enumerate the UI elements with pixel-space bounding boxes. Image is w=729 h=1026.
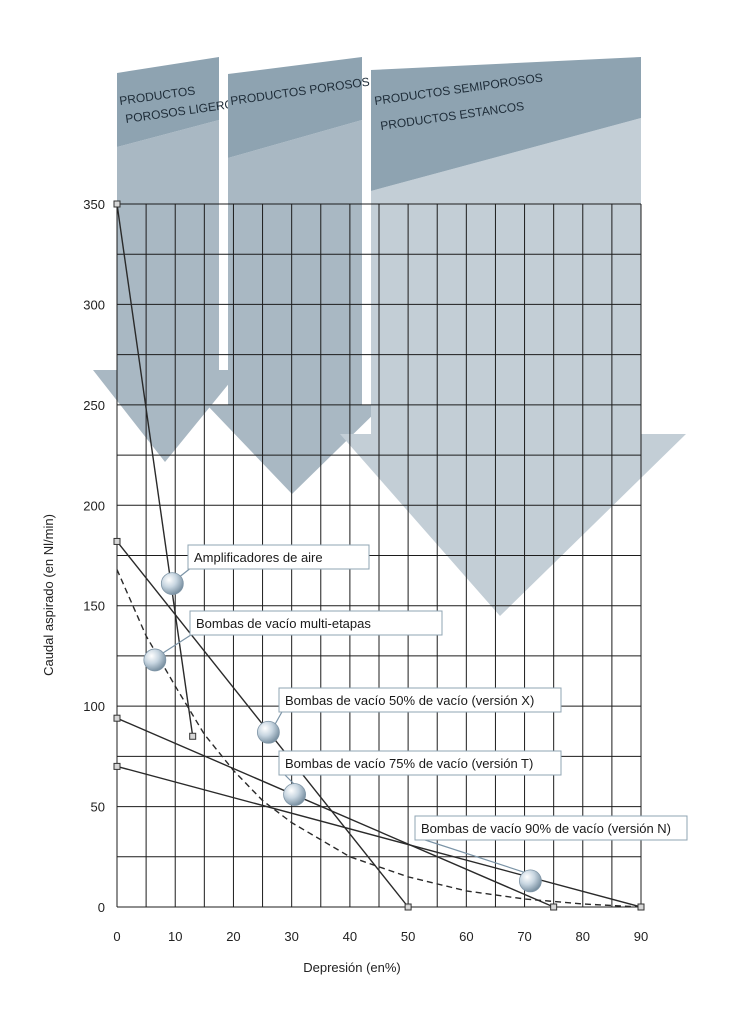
- series-marker-4: [550, 903, 558, 911]
- series-marker-3: [113, 537, 121, 545]
- series-marker-4: [113, 714, 121, 722]
- callout-box-3: [278, 687, 562, 713]
- y-tick-label: 200: [83, 498, 105, 513]
- callout-box-2: [189, 610, 443, 636]
- callout-box-1: [187, 544, 370, 570]
- zone-header-3: [371, 57, 641, 191]
- callouts: Amplificadores de aire Bombas de vacío mu…: [143, 544, 688, 893]
- chart-grid: [116, 203, 642, 908]
- callout-box-5: [414, 815, 688, 841]
- x-tick-label: 30: [284, 929, 298, 944]
- x-tick-label: 50: [401, 929, 415, 944]
- callout-label-3: Bombas de vacío 50% de vacío (versión X): [285, 693, 534, 708]
- callout-label-1: Amplificadores de aire: [194, 550, 323, 565]
- x-axis-label: Depresión (en%): [303, 960, 401, 975]
- x-tick-label: 20: [226, 929, 240, 944]
- series-marker-5: [113, 762, 121, 770]
- tick-labels: 0 10 20 30 40 50 60 70 80 90 0 50 100 150 200 250 300 350: [83, 197, 648, 944]
- series-marker-3: [404, 903, 412, 911]
- y-tick-label: 350: [83, 197, 105, 212]
- zone-header-1: [117, 57, 219, 147]
- callout-bubble-5: [518, 869, 542, 893]
- x-tick-label: 0: [113, 929, 120, 944]
- callout-connector-2: [159, 632, 195, 656]
- zone-arrow-2: [207, 120, 383, 494]
- callout-label-4: Bombas de vacío 75% de vacío (versión T): [285, 756, 533, 771]
- y-tick-label: 0: [98, 900, 105, 915]
- y-tick-label: 100: [83, 699, 105, 714]
- y-tick-label: 50: [91, 800, 105, 815]
- callout-label-2: Bombas de vacío multi-etapas: [196, 616, 371, 631]
- callout-label-5: Bombas de vacío 90% de vacío (versión N): [421, 821, 671, 836]
- series-line-5: [116, 765, 642, 908]
- x-tick-label: 90: [634, 929, 648, 944]
- series-marker-1: [189, 732, 197, 740]
- callout-bubble-3: [256, 720, 280, 744]
- zone-arrow-1: [93, 120, 240, 462]
- zone-header-2: [228, 57, 362, 158]
- callout-connector-5: [418, 837, 536, 877]
- chart-series: [113, 200, 645, 911]
- series-line-4: [116, 717, 554, 908]
- x-tick-label: 40: [343, 929, 357, 944]
- callout-bubble-2: [143, 648, 167, 672]
- callout-bubble-4: [283, 783, 306, 806]
- series-line-2: [116, 569, 642, 908]
- callout-box-4: [278, 750, 562, 776]
- x-tick-label: 10: [168, 929, 182, 944]
- x-tick-label: 80: [576, 929, 590, 944]
- y-tick-label: 250: [83, 398, 105, 413]
- series-line-1: [116, 203, 194, 737]
- series-marker-1: [113, 200, 121, 208]
- series-marker-5: [637, 903, 645, 911]
- y-tick-label: 150: [83, 599, 105, 614]
- y-tick-label: 300: [83, 297, 105, 312]
- x-tick-label: 60: [459, 929, 473, 944]
- y-axis-label: Caudal aspirado (en Nl/min): [41, 514, 56, 676]
- zone-arrow-3: [340, 118, 686, 616]
- callout-bubble-1: [160, 572, 184, 596]
- x-tick-label: 70: [517, 929, 531, 944]
